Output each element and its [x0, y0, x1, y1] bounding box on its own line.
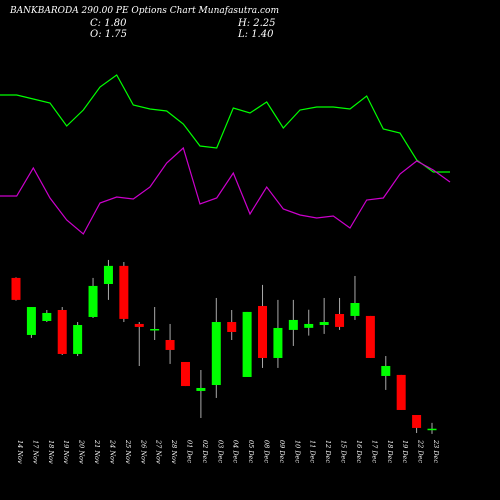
info-close: C: 1.80 — [90, 18, 127, 29]
info-high: H: 2.25 — [237, 18, 276, 29]
x-tick-label: 17 Nov — [31, 440, 39, 464]
x-tick-label: 18 Dec — [386, 440, 394, 463]
candle-body — [319, 322, 329, 325]
candle-body — [88, 285, 98, 317]
candle-body — [73, 324, 83, 354]
x-tick-label: 15 Dec — [340, 440, 348, 463]
x-tick-label: 17 Dec — [370, 440, 378, 463]
candle-body — [427, 428, 437, 431]
x-tick-label: 23 Dec — [432, 439, 440, 463]
x-tick-label: 05 Dec — [247, 440, 255, 463]
chart-title: BANKBARODA 290.00 PE Options Chart Munaf… — [9, 6, 279, 16]
x-tick-label: 01 Dec — [185, 440, 193, 463]
candle-body — [11, 277, 21, 300]
x-tick-label: 02 Dec — [201, 440, 209, 463]
candle-body — [288, 319, 298, 330]
x-tick-label: 22 Dec — [417, 439, 425, 463]
x-tick-label: 28 Nov — [170, 439, 178, 464]
candle-body — [103, 265, 113, 284]
candle-body — [57, 309, 67, 354]
candle-body — [412, 415, 422, 428]
candle-body — [273, 327, 283, 358]
candle-body — [304, 323, 314, 328]
x-tick-label: 27 Nov — [155, 439, 163, 464]
indicator-line — [0, 74, 450, 173]
candle-body — [180, 361, 190, 387]
x-tick-label: 25 Nov — [124, 439, 132, 464]
x-tick-label: 12 Dec — [324, 440, 332, 463]
candle-body — [26, 307, 36, 335]
candle-body — [396, 374, 406, 410]
candle-body — [119, 265, 129, 319]
x-tick-label: 21 Nov — [93, 439, 101, 464]
x-tick-label: 19 Dec — [401, 440, 409, 463]
candle-body — [134, 323, 144, 327]
x-tick-label: 14 Nov — [16, 440, 24, 464]
info-open: O: 1.75 — [90, 29, 127, 40]
candle-body — [350, 303, 360, 316]
x-tick-label: 24 Nov — [108, 439, 116, 464]
x-tick-label: 04 Dec — [232, 440, 240, 463]
x-tick-label: 10 Dec — [293, 440, 301, 463]
candle-body — [196, 387, 206, 391]
x-tick-label: 03 Dec — [216, 440, 224, 463]
x-tick-label: 16 Dec — [355, 440, 363, 463]
x-tick-label: 19 Nov — [62, 440, 70, 464]
candle-body — [258, 305, 268, 358]
x-tick-label: 11 Dec — [309, 440, 317, 463]
candle-body — [381, 365, 391, 376]
candle-body — [242, 311, 252, 377]
x-tick-label: 08 Dec — [263, 440, 271, 463]
candle-body — [365, 315, 375, 358]
candle-body — [211, 322, 221, 386]
candle-body — [150, 329, 160, 331]
candle-body — [227, 322, 237, 332]
x-tick-label: 26 Nov — [139, 439, 147, 464]
candle-body — [165, 339, 175, 350]
candle-body — [42, 312, 52, 321]
x-tick-label: 09 Dec — [278, 440, 286, 463]
candle-body — [335, 314, 345, 327]
info-low: L: 1.40 — [237, 29, 274, 40]
x-tick-label: 18 Nov — [47, 440, 55, 464]
x-tick-label: 20 Nov — [78, 439, 86, 464]
indicator-line — [0, 146, 451, 235]
